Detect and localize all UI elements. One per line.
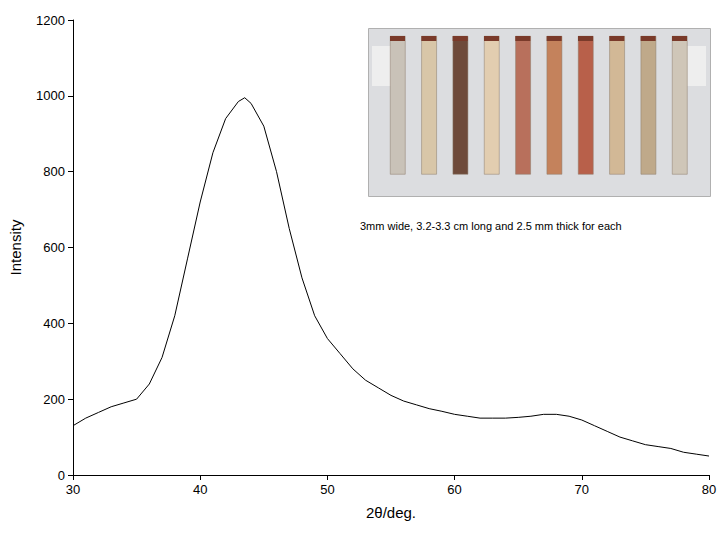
svg-text:200: 200 [43,392,65,407]
svg-text:800: 800 [43,164,65,179]
svg-text:600: 600 [43,240,65,255]
svg-text:2θ/deg.: 2θ/deg. [366,504,416,521]
svg-text:30: 30 [66,482,80,497]
svg-text:Intensity: Intensity [7,219,24,275]
svg-text:3mm wide, 3.2-3.3 cm long and: 3mm wide, 3.2-3.3 cm long and 2.5 mm thi… [360,220,622,232]
svg-text:1200: 1200 [36,13,65,28]
svg-text:80: 80 [702,482,716,497]
svg-text:50: 50 [320,482,334,497]
svg-text:1000: 1000 [36,88,65,103]
svg-text:40: 40 [193,482,207,497]
svg-text:60: 60 [447,482,461,497]
svg-text:0: 0 [58,468,65,483]
svg-text:400: 400 [43,316,65,331]
svg-text:70: 70 [575,482,589,497]
